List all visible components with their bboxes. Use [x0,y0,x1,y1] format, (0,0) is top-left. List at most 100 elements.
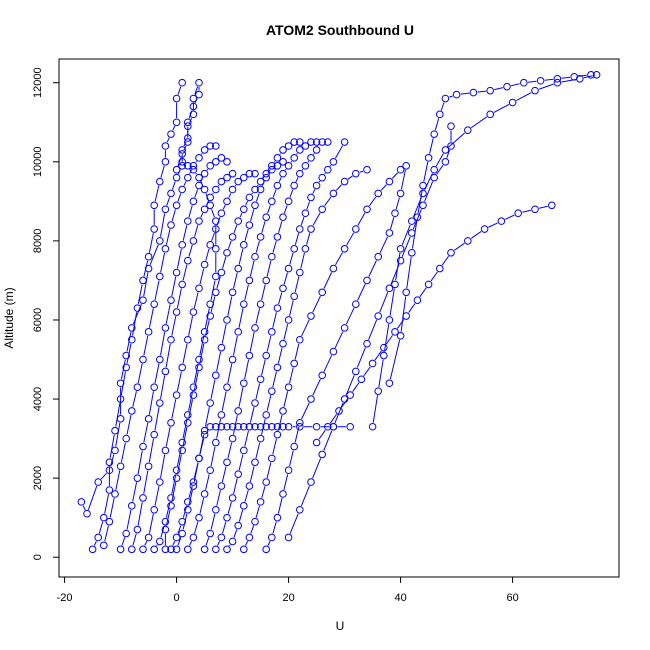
data-point [385,229,394,237]
series-line-segment [352,382,360,392]
series-line-segment [379,236,389,254]
series-line-segment [307,160,309,163]
series-line-segment [115,422,121,447]
data-point [189,161,198,170]
series-line-segment [301,319,310,337]
data-point [133,474,142,482]
data-point [139,442,147,451]
data-point [206,161,214,170]
data-point [268,165,276,174]
series-line-segment [233,224,238,234]
series-line-segment [255,442,261,459]
series-line-segment [430,271,438,282]
data-point [172,391,181,399]
series-line-segment [313,153,315,155]
data-point [144,328,153,336]
data-point [234,328,242,336]
data-point [144,533,153,542]
data-point [396,165,405,174]
data-point [206,201,214,210]
data-point [178,529,186,538]
series-line-segment [200,181,204,186]
data-point [212,505,220,514]
data-point [307,225,315,233]
data-point [184,134,192,142]
data-point [240,502,248,510]
data-point [212,438,220,447]
series-line-segment [238,387,244,407]
data-point [273,363,282,372]
data-point [436,110,444,119]
data-point [296,169,304,178]
series-line-segment [216,276,221,289]
data-point [296,138,304,146]
series-line-segment [389,339,401,380]
data-point [189,197,198,206]
series-line-segment [177,537,182,546]
data-point [172,308,181,316]
series-line-segment [193,363,199,384]
data-point [94,533,102,542]
series-line-segment [176,288,182,309]
series-line-segment [312,189,316,194]
series-line-segment [205,248,210,261]
series-line-segment [176,248,182,269]
data-point [273,422,282,431]
series-line-segment [424,181,434,202]
data-point [284,383,293,391]
data-point [200,260,209,269]
data-point [212,142,220,150]
series-line-segment [255,193,260,202]
data-point [77,498,86,506]
series-line-segment [177,86,182,95]
data-point [116,545,125,554]
series-line-segment [369,196,377,207]
series-line-segment [156,544,158,547]
series-line-segment [372,395,379,423]
data-point [424,280,433,289]
data-point [307,138,315,146]
data-point [312,146,321,154]
data-point [290,138,299,146]
data-point [206,312,214,320]
data-point [284,197,293,206]
series-line-segment [267,541,271,546]
data-point [514,209,523,218]
y-tick-label: 8000 [32,229,44,253]
data-point [206,466,214,475]
data-point [212,272,220,281]
data-point [178,363,186,372]
series-line-segment [267,169,271,175]
data-point [150,545,158,554]
data-point [279,490,287,498]
series-line-segment [222,521,227,534]
series-line-segment [272,521,277,534]
series-line-segment [227,240,232,249]
series-line-segment [188,399,194,419]
data-point [251,169,259,178]
series-line-segment [182,225,188,241]
data-point [548,201,556,210]
data-point [245,422,254,431]
data-point [212,185,220,194]
data-point [486,86,495,95]
data-point [441,94,450,103]
data-point [228,288,237,297]
series-line-segment [378,359,384,388]
data-point [167,296,175,305]
series-line-segment [266,260,272,277]
data-point [251,458,259,467]
series-line-segment [233,529,238,538]
data-point [144,462,153,471]
x-tick-label: 20 [282,592,294,604]
data-point [396,245,405,253]
data-point [223,158,231,166]
data-point [290,359,299,368]
data-point [380,343,388,352]
data-point [290,154,299,162]
data-point [161,545,170,554]
series-15 [262,161,411,554]
series-line-segment [222,256,227,269]
data-point [217,533,226,542]
